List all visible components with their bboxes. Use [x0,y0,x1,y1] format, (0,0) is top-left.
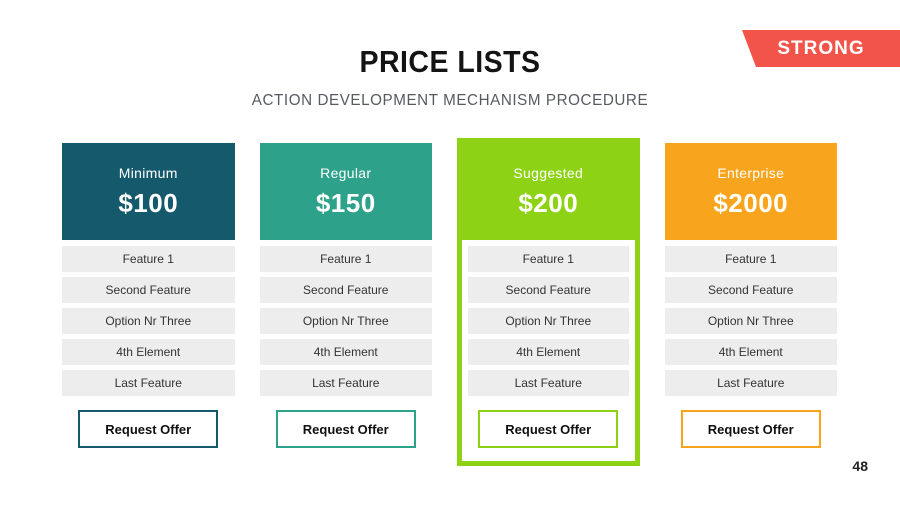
plan-header: Minimum $100 [62,143,235,240]
button-area: Request Offer [665,410,838,448]
request-offer-button-enterprise[interactable]: Request Offer [680,410,821,448]
feature-row: Last Feature [468,370,629,396]
plan-price: $150 [315,187,376,218]
feature-row: Second Feature [259,277,432,303]
feature-row: Second Feature [62,277,235,303]
feature-row: Option Nr Three [468,308,629,334]
request-offer-button-regular[interactable]: Request Offer [275,410,416,448]
plan-price: $100 [118,187,179,218]
feature-row: Feature 1 [468,246,629,272]
feature-list: Feature 1 Second Feature Option Nr Three… [62,246,235,396]
strong-ribbon-badge: STRONG [742,30,900,67]
feature-row: 4th Element [62,339,235,365]
feature-row: Second Feature [468,277,629,303]
feature-row: Feature 1 [62,246,235,272]
feature-row: Feature 1 [259,246,432,272]
feature-row: Second Feature [664,277,837,303]
feature-row: 4th Element [664,339,837,365]
slide-title: PRICE LISTS [359,44,541,79]
feature-row: Option Nr Three [664,308,837,334]
feature-row: 4th Element [468,339,629,365]
feature-row: Option Nr Three [259,308,432,334]
plan-name: Minimum [118,164,178,181]
feature-row: Feature 1 [664,246,837,272]
feature-list: Feature 1 Second Feature Option Nr Three… [259,246,432,396]
plan-card-enterprise: Enterprise $2000 Feature 1 Second Featur… [664,143,838,448]
plan-card-suggested: Suggested $200 Feature 1 Second Feature … [457,138,640,466]
strong-badge-label: STRONG [777,37,865,59]
plan-name: Enterprise [717,164,785,181]
slide-subtitle: ACTION DEVELOPMENT MECHANISM PROCEDURE [251,92,649,109]
plan-price: $2000 [713,187,789,218]
plan-header: Regular $150 [259,143,432,240]
plan-price: $200 [518,187,579,218]
request-offer-button-suggested[interactable]: Request Offer [478,410,619,448]
plan-card-minimum: Minimum $100 Feature 1 Second Feature Op… [62,143,235,448]
feature-row: Option Nr Three [62,308,235,334]
feature-row: Last Feature [62,370,235,396]
feature-row: 4th Element [259,339,432,365]
plan-header: Enterprise $2000 [664,143,837,240]
request-offer-button-minimum[interactable]: Request Offer [78,410,219,448]
plan-name: Suggested [513,164,584,181]
button-area: Request Offer [260,410,433,448]
feature-row: Last Feature [664,370,837,396]
plan-card-regular: Regular $150 Feature 1 Second Feature Op… [259,143,433,448]
page-number: 48 [852,458,868,474]
pricing-table: Minimum $100 Feature 1 Second Feature Op… [62,138,838,466]
button-area: Request Offer [62,410,235,448]
feature-list: Feature 1 Second Feature Option Nr Three… [468,246,629,396]
plan-name: Regular [320,164,372,181]
feature-list: Feature 1 Second Feature Option Nr Three… [664,246,837,396]
feature-row: Last Feature [259,370,432,396]
plan-header: Suggested $200 [462,143,635,240]
button-area: Request Offer [462,410,635,448]
